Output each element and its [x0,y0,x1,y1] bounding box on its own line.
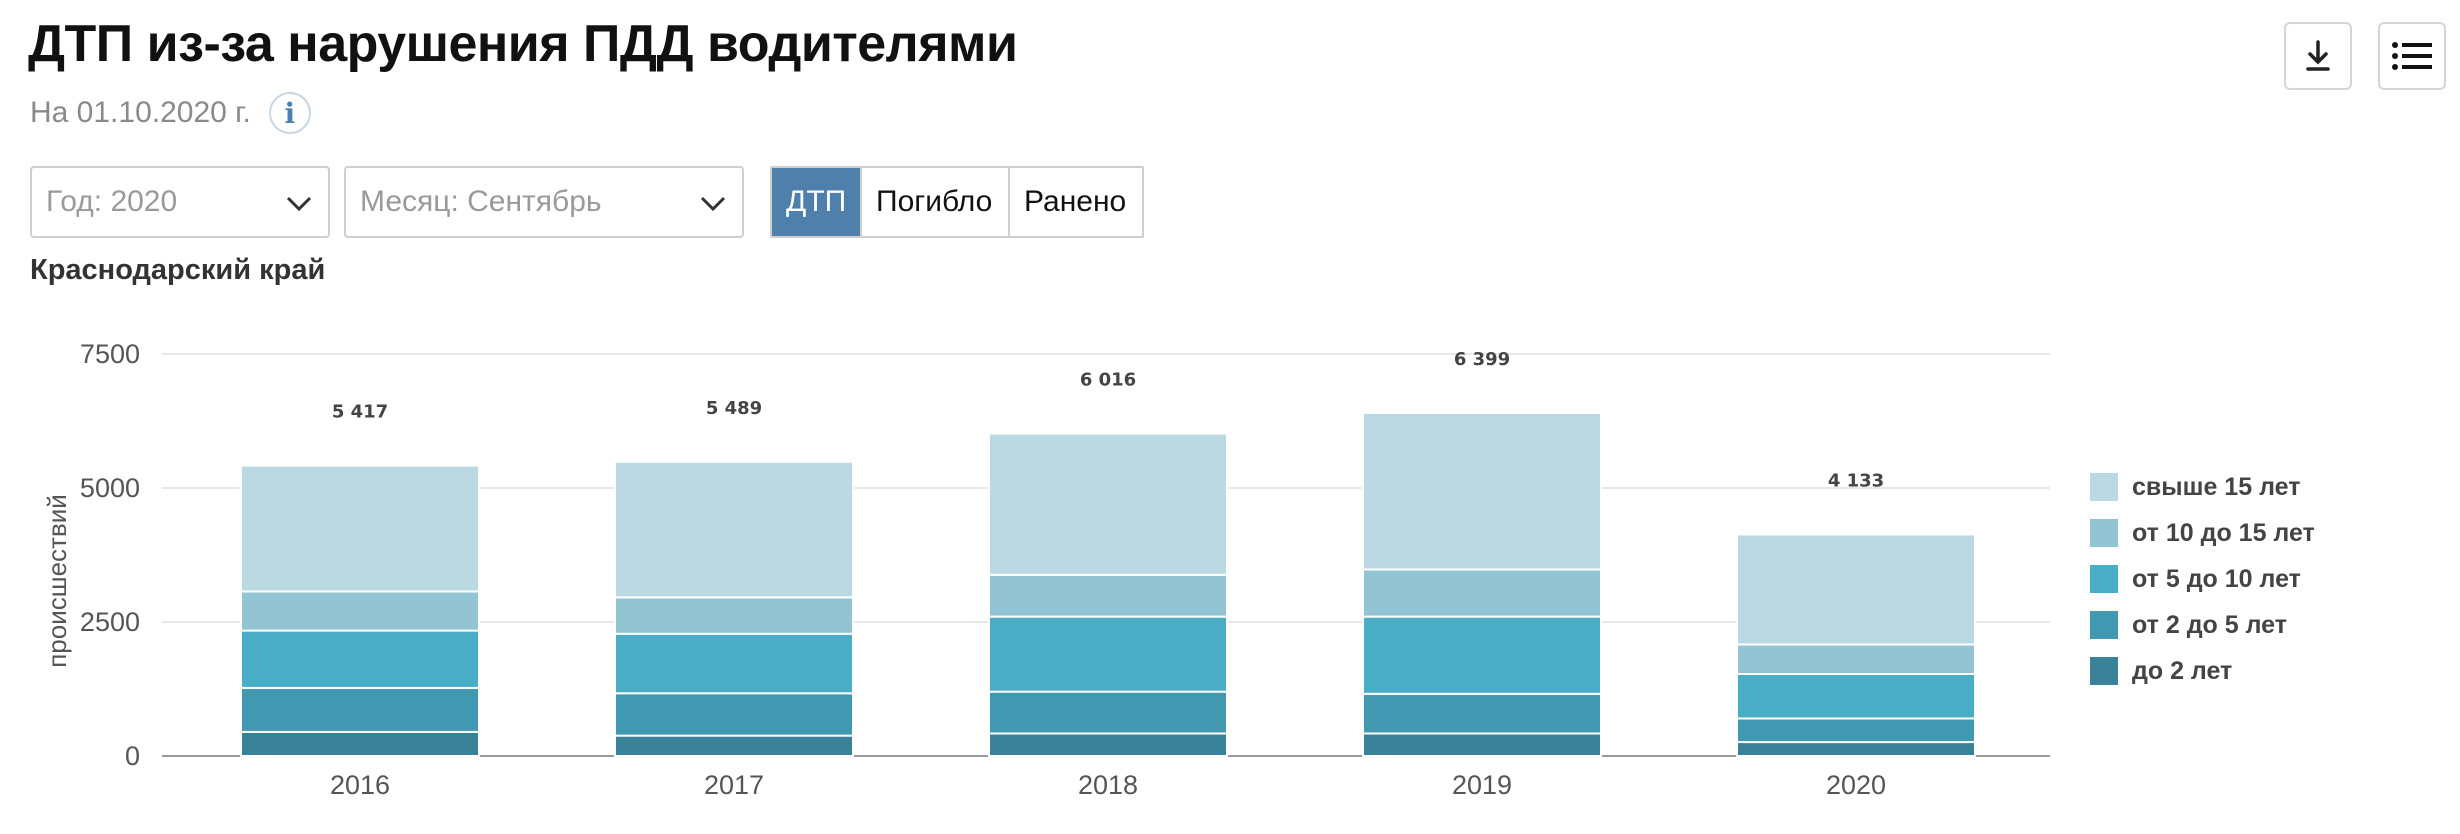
y-tick-label: 0 [125,741,140,771]
y-tick-label: 5000 [80,473,140,503]
menu-button[interactable] [2378,22,2446,90]
bar-segment[interactable] [988,732,1228,758]
x-tick-label: 2019 [1452,770,1512,800]
chart-legend: свыше 15 лет от 10 до 15 лет от 5 до 10 ле… [2090,464,2315,694]
year-select-value: Год: 2020 [46,185,178,218]
bar-segment[interactable] [614,734,854,757]
legend-label: от 2 до 5 лет [2132,610,2287,639]
region-label: Краснодарский край [30,254,326,286]
legend-label: от 5 до 10 лет [2132,564,2301,593]
labels: 0 2500 5000 7500 происшествий 5 417 2016 5 489 2… [42,339,1886,800]
bar-segment[interactable] [1736,741,1976,757]
total-data-label: 5 417 [332,402,388,423]
bar-segment[interactable] [1736,533,1976,646]
month-select[interactable]: Месяц: Сентябрь [344,166,744,238]
page-title: ДТП из-за нарушения ПДД водителями [28,15,1018,73]
month-select-value: Месяц: Сентябрь [360,185,602,218]
download-button[interactable] [2284,22,2352,90]
y-axis-title: происшествий [42,494,72,668]
x-tick-label: 2020 [1826,770,1886,800]
x-tick-label: 2017 [704,770,764,800]
download-icon [2306,40,2330,71]
total-data-label: 4 133 [1828,470,1884,491]
bar-segment[interactable] [614,632,854,695]
legend-label: от 10 до 15 лет [2132,518,2315,547]
year-select[interactable]: Год: 2020 [30,166,330,238]
tab-killed[interactable]: Погибло [862,168,1010,236]
legend-label: до 2 лет [2132,656,2233,685]
y-tick-label: 2500 [80,607,140,637]
x-tick-label: 2018 [1078,770,1138,800]
bar-segment[interactable] [240,686,480,733]
total-data-label: 6 016 [1080,370,1136,391]
stacked-bar-chart: 0 2500 5000 7500 происшествий 5 417 2016 5 489 2… [42,339,2050,800]
info-icon[interactable]: i [268,92,311,134]
legend-swatch [2090,565,2118,593]
bar-segment[interactable] [1362,692,1602,735]
bar-segment[interactable] [1362,568,1602,618]
total-data-label: 5 489 [706,398,762,419]
bars [240,412,1976,758]
legend-item[interactable]: от 10 до 15 лет [2090,510,2315,556]
bar-segment[interactable] [1736,643,1976,675]
bar-segment[interactable] [988,615,1228,693]
bar-segment[interactable] [1362,732,1602,758]
tab-dtp[interactable]: ДТП [772,168,862,236]
bar-segment[interactable] [614,460,854,599]
bar-segment[interactable] [988,573,1228,618]
bar-segment[interactable] [1362,615,1602,695]
bar-segment[interactable] [240,629,480,689]
menu-icon [2392,42,2432,70]
date-subtitle: На 01.10.2020 г. i [30,92,311,134]
legend-swatch [2090,611,2118,639]
y-tick-label: 7500 [80,339,140,369]
legend-swatch [2090,473,2118,501]
legend-item[interactable]: от 5 до 10 лет [2090,556,2315,602]
legend-label: свыше 15 лет [2132,472,2301,501]
tab-injured[interactable]: Ранено [1010,168,1142,236]
legend-item[interactable]: до 2 лет [2090,648,2315,694]
bar-segment[interactable] [988,432,1228,576]
chevron-down-icon [286,196,312,212]
bar-segment[interactable] [240,464,480,593]
legend-swatch [2090,519,2118,547]
bar-segment[interactable] [1736,672,1976,720]
bar-segment[interactable] [240,730,480,758]
legend-item[interactable]: от 2 до 5 лет [2090,602,2315,648]
bar-segment[interactable] [614,596,854,635]
total-data-label: 6 399 [1454,349,1510,370]
bar-segment[interactable] [1736,717,1976,744]
bar-segment[interactable] [988,690,1228,735]
subtitle-text: На 01.10.2020 г. [30,96,251,129]
metric-toggle: ДТП Погибло Ранено [770,166,1144,238]
bar-segment[interactable] [614,692,854,737]
legend-swatch [2090,657,2118,685]
x-tick-label: 2016 [330,770,390,800]
chevron-down-icon [700,196,726,212]
legend-item[interactable]: свыше 15 лет [2090,464,2315,510]
bar-segment[interactable] [1362,412,1602,571]
bar-segment[interactable] [240,590,480,632]
